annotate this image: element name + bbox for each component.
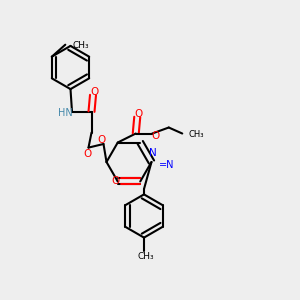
- Text: HN: HN: [58, 108, 73, 118]
- Text: N: N: [148, 148, 156, 158]
- Text: O: O: [98, 135, 106, 145]
- Text: CH₃: CH₃: [189, 130, 204, 139]
- Text: O: O: [111, 176, 119, 186]
- Text: O: O: [83, 149, 91, 159]
- Text: O: O: [90, 88, 99, 98]
- Text: CH₃: CH₃: [137, 252, 154, 261]
- Text: O: O: [135, 110, 143, 119]
- Text: O: O: [151, 131, 159, 141]
- Text: =N: =N: [159, 160, 175, 170]
- Text: CH₃: CH₃: [73, 41, 89, 50]
